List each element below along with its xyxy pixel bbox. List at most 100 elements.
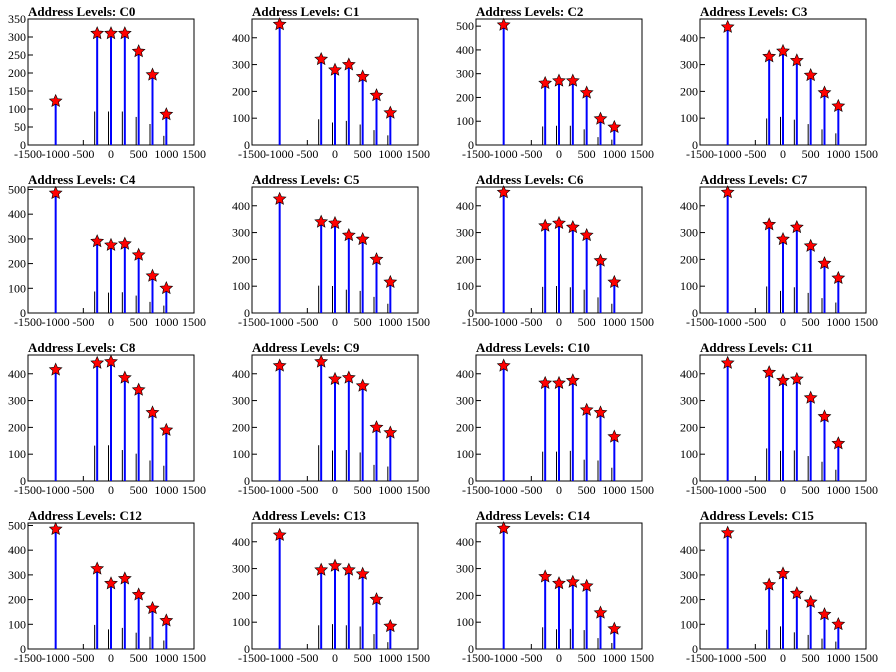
y-tick-label: 500 (8, 518, 26, 532)
x-tick-label: -500 (744, 315, 766, 329)
chart-panel-7: Address Levels: C7 0 100 200 300 400 -1500 -100… (680, 172, 878, 329)
peak-marker (341, 370, 356, 384)
peak-marker (607, 429, 622, 443)
y-tick-label: 300 (456, 67, 474, 81)
y-tick-label: 400 (680, 367, 698, 381)
peak-marker (90, 234, 105, 248)
x-tick-label: 500 (578, 483, 596, 497)
x-tick-label: 1500 (854, 483, 878, 497)
peak-marker (159, 613, 174, 627)
x-tick-label: 1500 (182, 651, 206, 665)
x-tick-label: 1500 (406, 147, 430, 161)
peak-marker (383, 274, 398, 289)
x-tick-label: 0 (556, 651, 562, 665)
x-tick-label: -1500 (462, 651, 490, 665)
peak-marker (565, 219, 580, 234)
y-tick-label: 100 (680, 617, 698, 631)
x-tick-label: -1500 (686, 315, 714, 329)
y-tick-label: 200 (680, 593, 698, 607)
peak-marker (538, 569, 553, 583)
x-tick-label: -1000 (266, 147, 294, 161)
y-tick-label: 100 (8, 102, 26, 116)
y-tick-label: 300 (8, 568, 26, 582)
x-tick-label: -1000 (42, 483, 70, 497)
x-tick-label: -1000 (42, 147, 70, 161)
x-tick-label: -500 (296, 483, 318, 497)
x-tick-label: -1500 (462, 147, 490, 161)
chart-panel-11: Address Levels: C11 0 100 200 300 400 -1500 -10… (680, 340, 878, 497)
peak-marker (607, 119, 622, 134)
y-tick-label: 200 (456, 90, 474, 104)
peak-marker (762, 365, 777, 379)
peak-marker (552, 375, 566, 390)
x-tick-label: -500 (72, 147, 94, 161)
y-tick-label: 100 (8, 617, 26, 631)
chart-panel-5: Address Levels: C5 0 100 200 300 400 -1500 -100… (232, 172, 430, 329)
y-tick-label: 100 (232, 111, 250, 125)
y-tick-label: 400 (680, 543, 698, 557)
peak-marker (565, 73, 580, 87)
chart-title: Address Levels: C5 (252, 172, 360, 187)
peak-marker (538, 75, 553, 90)
x-tick-label: 0 (780, 315, 786, 329)
x-tick-label: -500 (744, 147, 766, 161)
x-tick-label: -500 (296, 315, 318, 329)
x-tick-label: 1000 (826, 483, 850, 497)
peak-marker (496, 521, 511, 535)
x-tick-label: -1500 (238, 651, 266, 665)
peak-marker (369, 420, 384, 434)
x-tick-label: 1000 (826, 315, 850, 329)
peak-marker (117, 571, 132, 585)
x-tick-label: 1000 (826, 147, 850, 161)
peak-marker (593, 405, 608, 419)
y-tick-label: 200 (8, 420, 26, 434)
x-tick-label: 1500 (406, 315, 430, 329)
peak-marker (789, 371, 804, 386)
x-tick-label: 500 (354, 147, 372, 161)
peak-marker (538, 218, 553, 232)
peak-marker (145, 67, 160, 81)
peak-marker (762, 217, 777, 231)
peak-marker (48, 93, 63, 107)
peak-marker (817, 85, 832, 99)
peak-marker (552, 73, 566, 87)
x-tick-label: -1500 (686, 147, 714, 161)
y-tick-label: 0 (468, 138, 474, 152)
peak-marker (328, 215, 342, 230)
y-tick-label: 500 (456, 19, 474, 33)
peak-marker (328, 558, 342, 572)
x-tick-label: 0 (332, 147, 338, 161)
peak-marker (720, 185, 735, 199)
peak-marker (831, 617, 846, 631)
chart-title: Address Levels: C9 (252, 340, 360, 355)
peak-marker (355, 566, 370, 580)
x-tick-label: 500 (354, 483, 372, 497)
peak-marker (159, 107, 174, 121)
x-tick-label: 1000 (154, 315, 178, 329)
x-tick-label: 1000 (378, 315, 402, 329)
peak-marker (565, 373, 580, 387)
x-tick-label: 0 (780, 483, 786, 497)
peak-marker (383, 618, 398, 633)
x-tick-label: -500 (520, 315, 542, 329)
x-tick-label: 1500 (182, 483, 206, 497)
x-tick-label: 0 (332, 315, 338, 329)
x-tick-label: 0 (780, 651, 786, 665)
peak-marker (803, 68, 818, 82)
chart-title: Address Levels: C7 (700, 172, 808, 187)
chart-title: Address Levels: C15 (700, 508, 814, 523)
x-tick-label: 1000 (378, 483, 402, 497)
x-tick-label: 1000 (602, 483, 626, 497)
peak-marker (720, 19, 735, 33)
peak-marker (817, 256, 832, 270)
peak-marker (552, 215, 566, 230)
y-tick-label: 400 (680, 31, 698, 45)
y-tick-label: 400 (232, 535, 250, 549)
x-tick-label: 500 (130, 315, 148, 329)
x-tick-label: 1500 (854, 147, 878, 161)
y-tick-label: 500 (8, 182, 26, 196)
peak-marker (355, 378, 370, 392)
chart-panel-8: Address Levels: C8 0 100 200 300 400 -1500 -100… (8, 340, 206, 497)
peak-marker (803, 238, 818, 252)
y-tick-label: 400 (232, 199, 250, 213)
